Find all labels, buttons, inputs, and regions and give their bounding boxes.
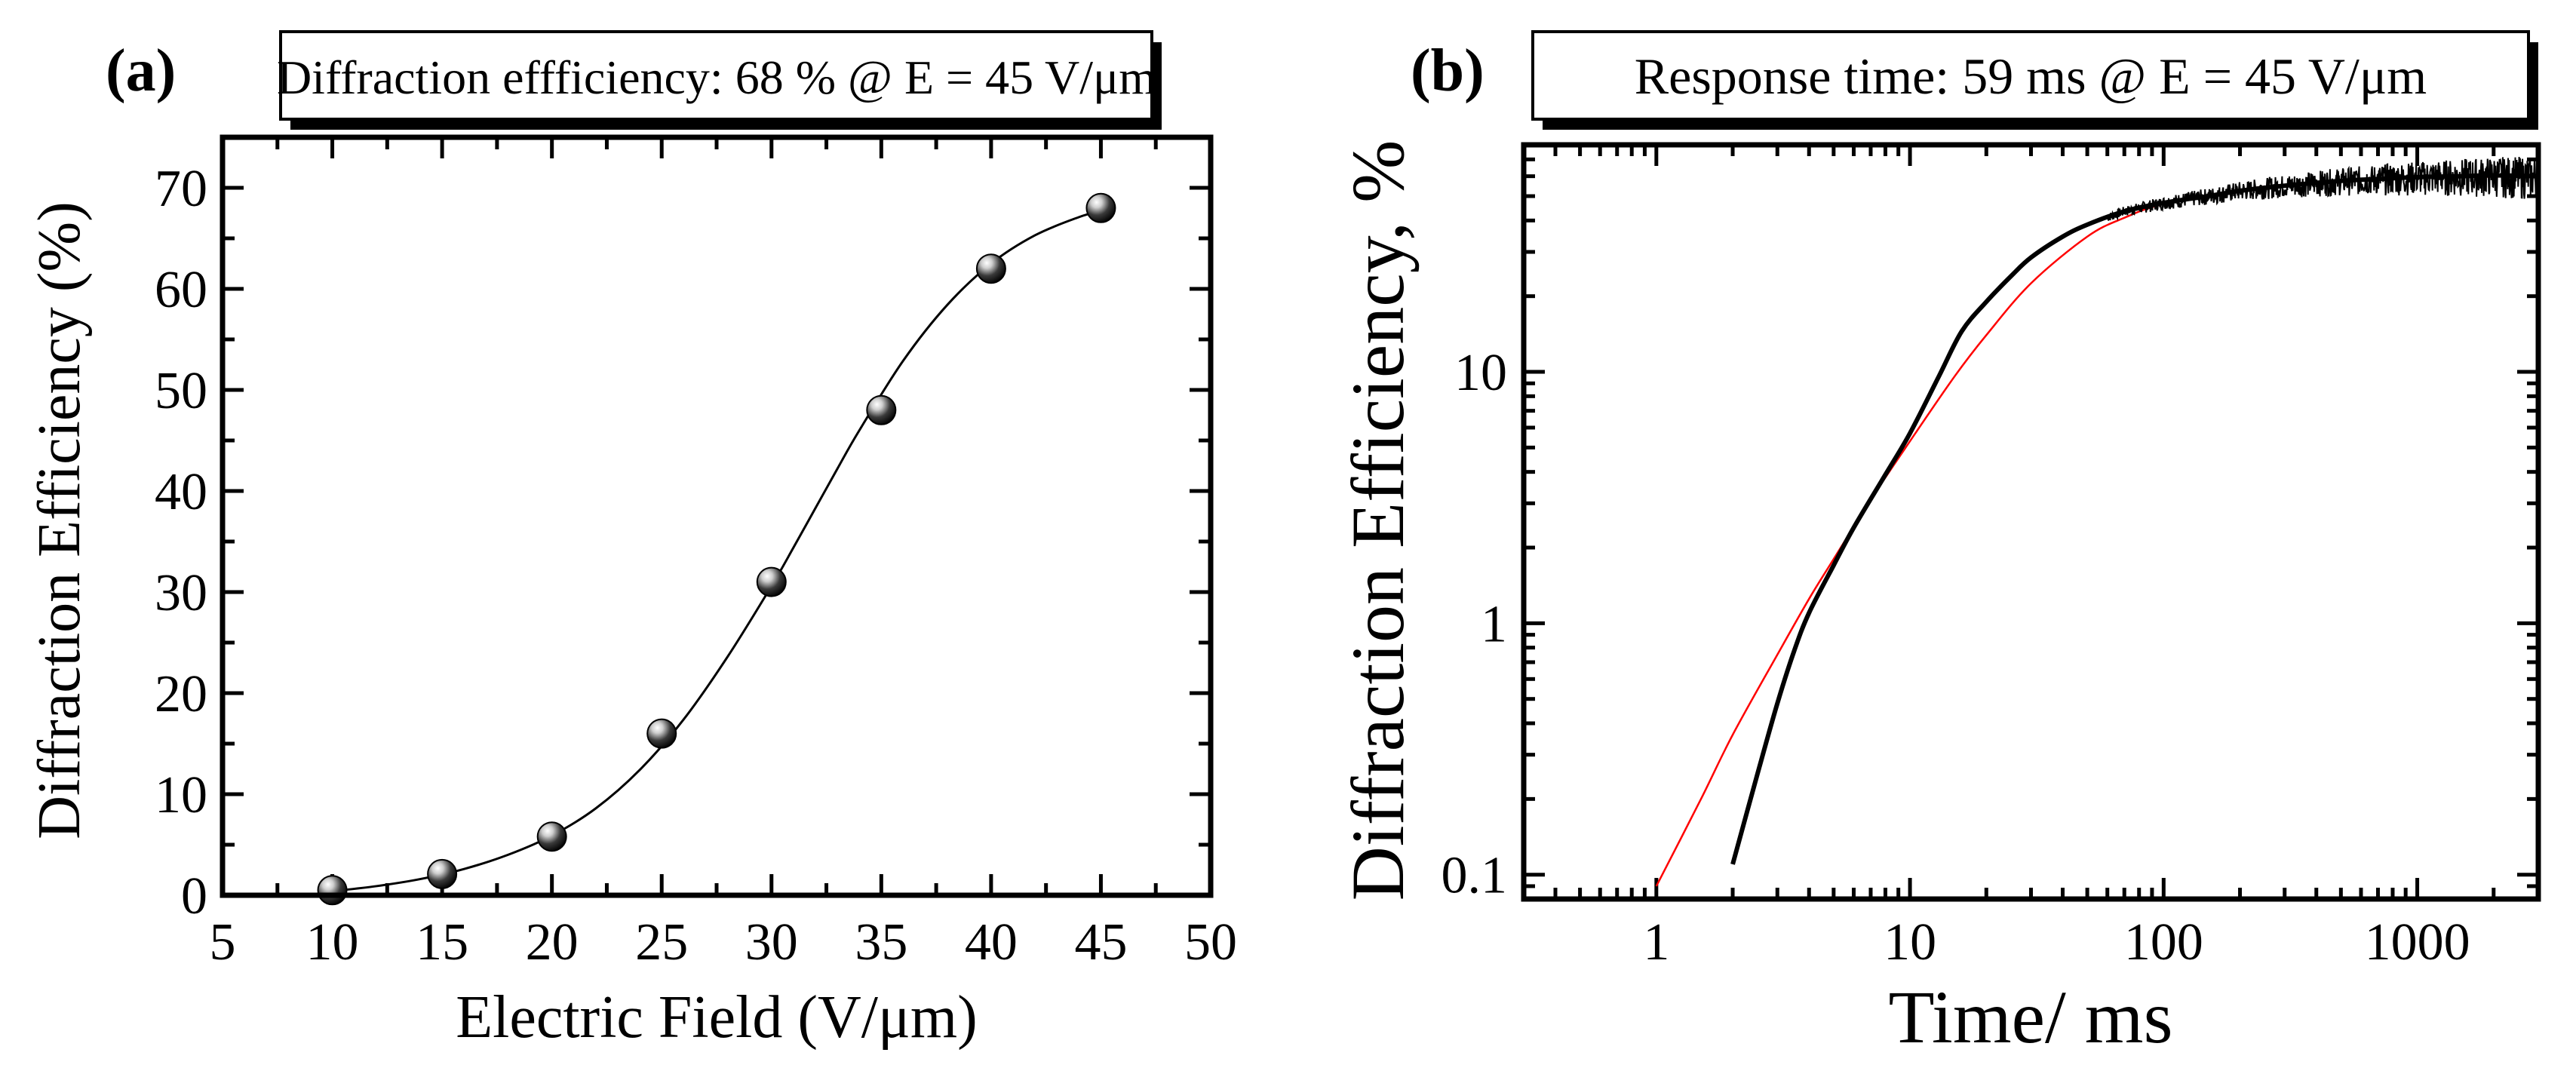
x-tick-label: 40 bbox=[965, 913, 1018, 971]
x-tick-label: 45 bbox=[1074, 913, 1127, 971]
x-tick-label: 10 bbox=[306, 913, 359, 971]
panel-b-y-label: Diffraction Efficiency, % bbox=[1336, 140, 1420, 901]
x-tick-label: 30 bbox=[745, 913, 798, 971]
x-tick-label: 5 bbox=[210, 913, 236, 971]
panel-b-label: (b) bbox=[1411, 38, 1485, 104]
panel-b-fit-curve bbox=[1655, 175, 2539, 887]
panel-b-frame bbox=[1521, 142, 2541, 902]
x-tick-label: 35 bbox=[855, 913, 907, 971]
data-point bbox=[975, 253, 1006, 284]
y-tick-label: 0 bbox=[181, 867, 207, 925]
panel-b-x-label: Time/ ms bbox=[1888, 975, 2172, 1059]
panel-a-title-box: Diffraction effficiency: 68 % @ E = 45 V… bbox=[277, 30, 1162, 130]
data-point bbox=[427, 858, 458, 889]
y-tick-label: 0.1 bbox=[1442, 847, 1508, 905]
panel-a-x-label: Electric Field (V/μm) bbox=[456, 984, 978, 1051]
panel-b-axes: 1 10 100 1000 0.1 1 10 bbox=[1442, 143, 2541, 971]
x-tick-label: 15 bbox=[416, 913, 468, 971]
data-point bbox=[646, 718, 677, 749]
panel-b-measured-curve bbox=[1730, 173, 2539, 865]
x-tick-label: 10 bbox=[1884, 913, 1936, 971]
y-tick-label: 30 bbox=[155, 564, 207, 622]
data-point bbox=[756, 566, 787, 597]
x-tick-label: 20 bbox=[526, 913, 579, 971]
y-tick-label: 10 bbox=[1454, 344, 1507, 402]
y-tick-label: 40 bbox=[155, 463, 207, 521]
panel-a-axes: 5 10 15 20 25 30 35 40 45 50 0 10 20 30 40 50 60 70 bbox=[155, 135, 1237, 971]
panel-b-noise-band bbox=[2106, 156, 2539, 222]
data-point bbox=[1085, 192, 1116, 223]
y-tick-label: 1 bbox=[1481, 595, 1507, 653]
y-tick-label: 50 bbox=[155, 362, 207, 420]
x-tick-label: 25 bbox=[635, 913, 688, 971]
panel-b: (b) Response time: 59 ms @ E = 45 V/μm 1… bbox=[1336, 30, 2541, 1059]
panel-a-label: (a) bbox=[106, 38, 176, 104]
y-tick-label: 20 bbox=[155, 665, 207, 723]
panel-a-frame bbox=[220, 134, 1214, 898]
data-point bbox=[536, 821, 567, 852]
data-point bbox=[866, 394, 897, 425]
x-tick-label: 50 bbox=[1184, 913, 1237, 971]
panel-a-title: Diffraction effficiency: 68 % @ E = 45 V… bbox=[277, 51, 1156, 104]
panel-b-title: Response time: 59 ms @ E = 45 V/μm bbox=[1635, 48, 2427, 105]
y-tick-label: 60 bbox=[155, 261, 207, 319]
panel-b-title-box: Response time: 59 ms @ E = 45 V/μm bbox=[1531, 30, 2538, 130]
x-tick-label: 1 bbox=[1643, 913, 1669, 971]
panel-a-y-label: Diffraction Efficiency (%) bbox=[26, 201, 93, 839]
panel-a-fit-curve bbox=[332, 210, 1101, 893]
panel-a-data-points bbox=[317, 192, 1116, 906]
x-tick-label: 100 bbox=[2124, 913, 2203, 971]
data-point bbox=[317, 875, 348, 906]
x-tick-label: 1000 bbox=[2365, 913, 2470, 971]
panel-a: (a) Diffraction effficiency: 68 % @ E = … bbox=[26, 30, 1237, 1051]
y-tick-label: 70 bbox=[155, 160, 207, 218]
y-tick-label: 10 bbox=[155, 766, 207, 824]
